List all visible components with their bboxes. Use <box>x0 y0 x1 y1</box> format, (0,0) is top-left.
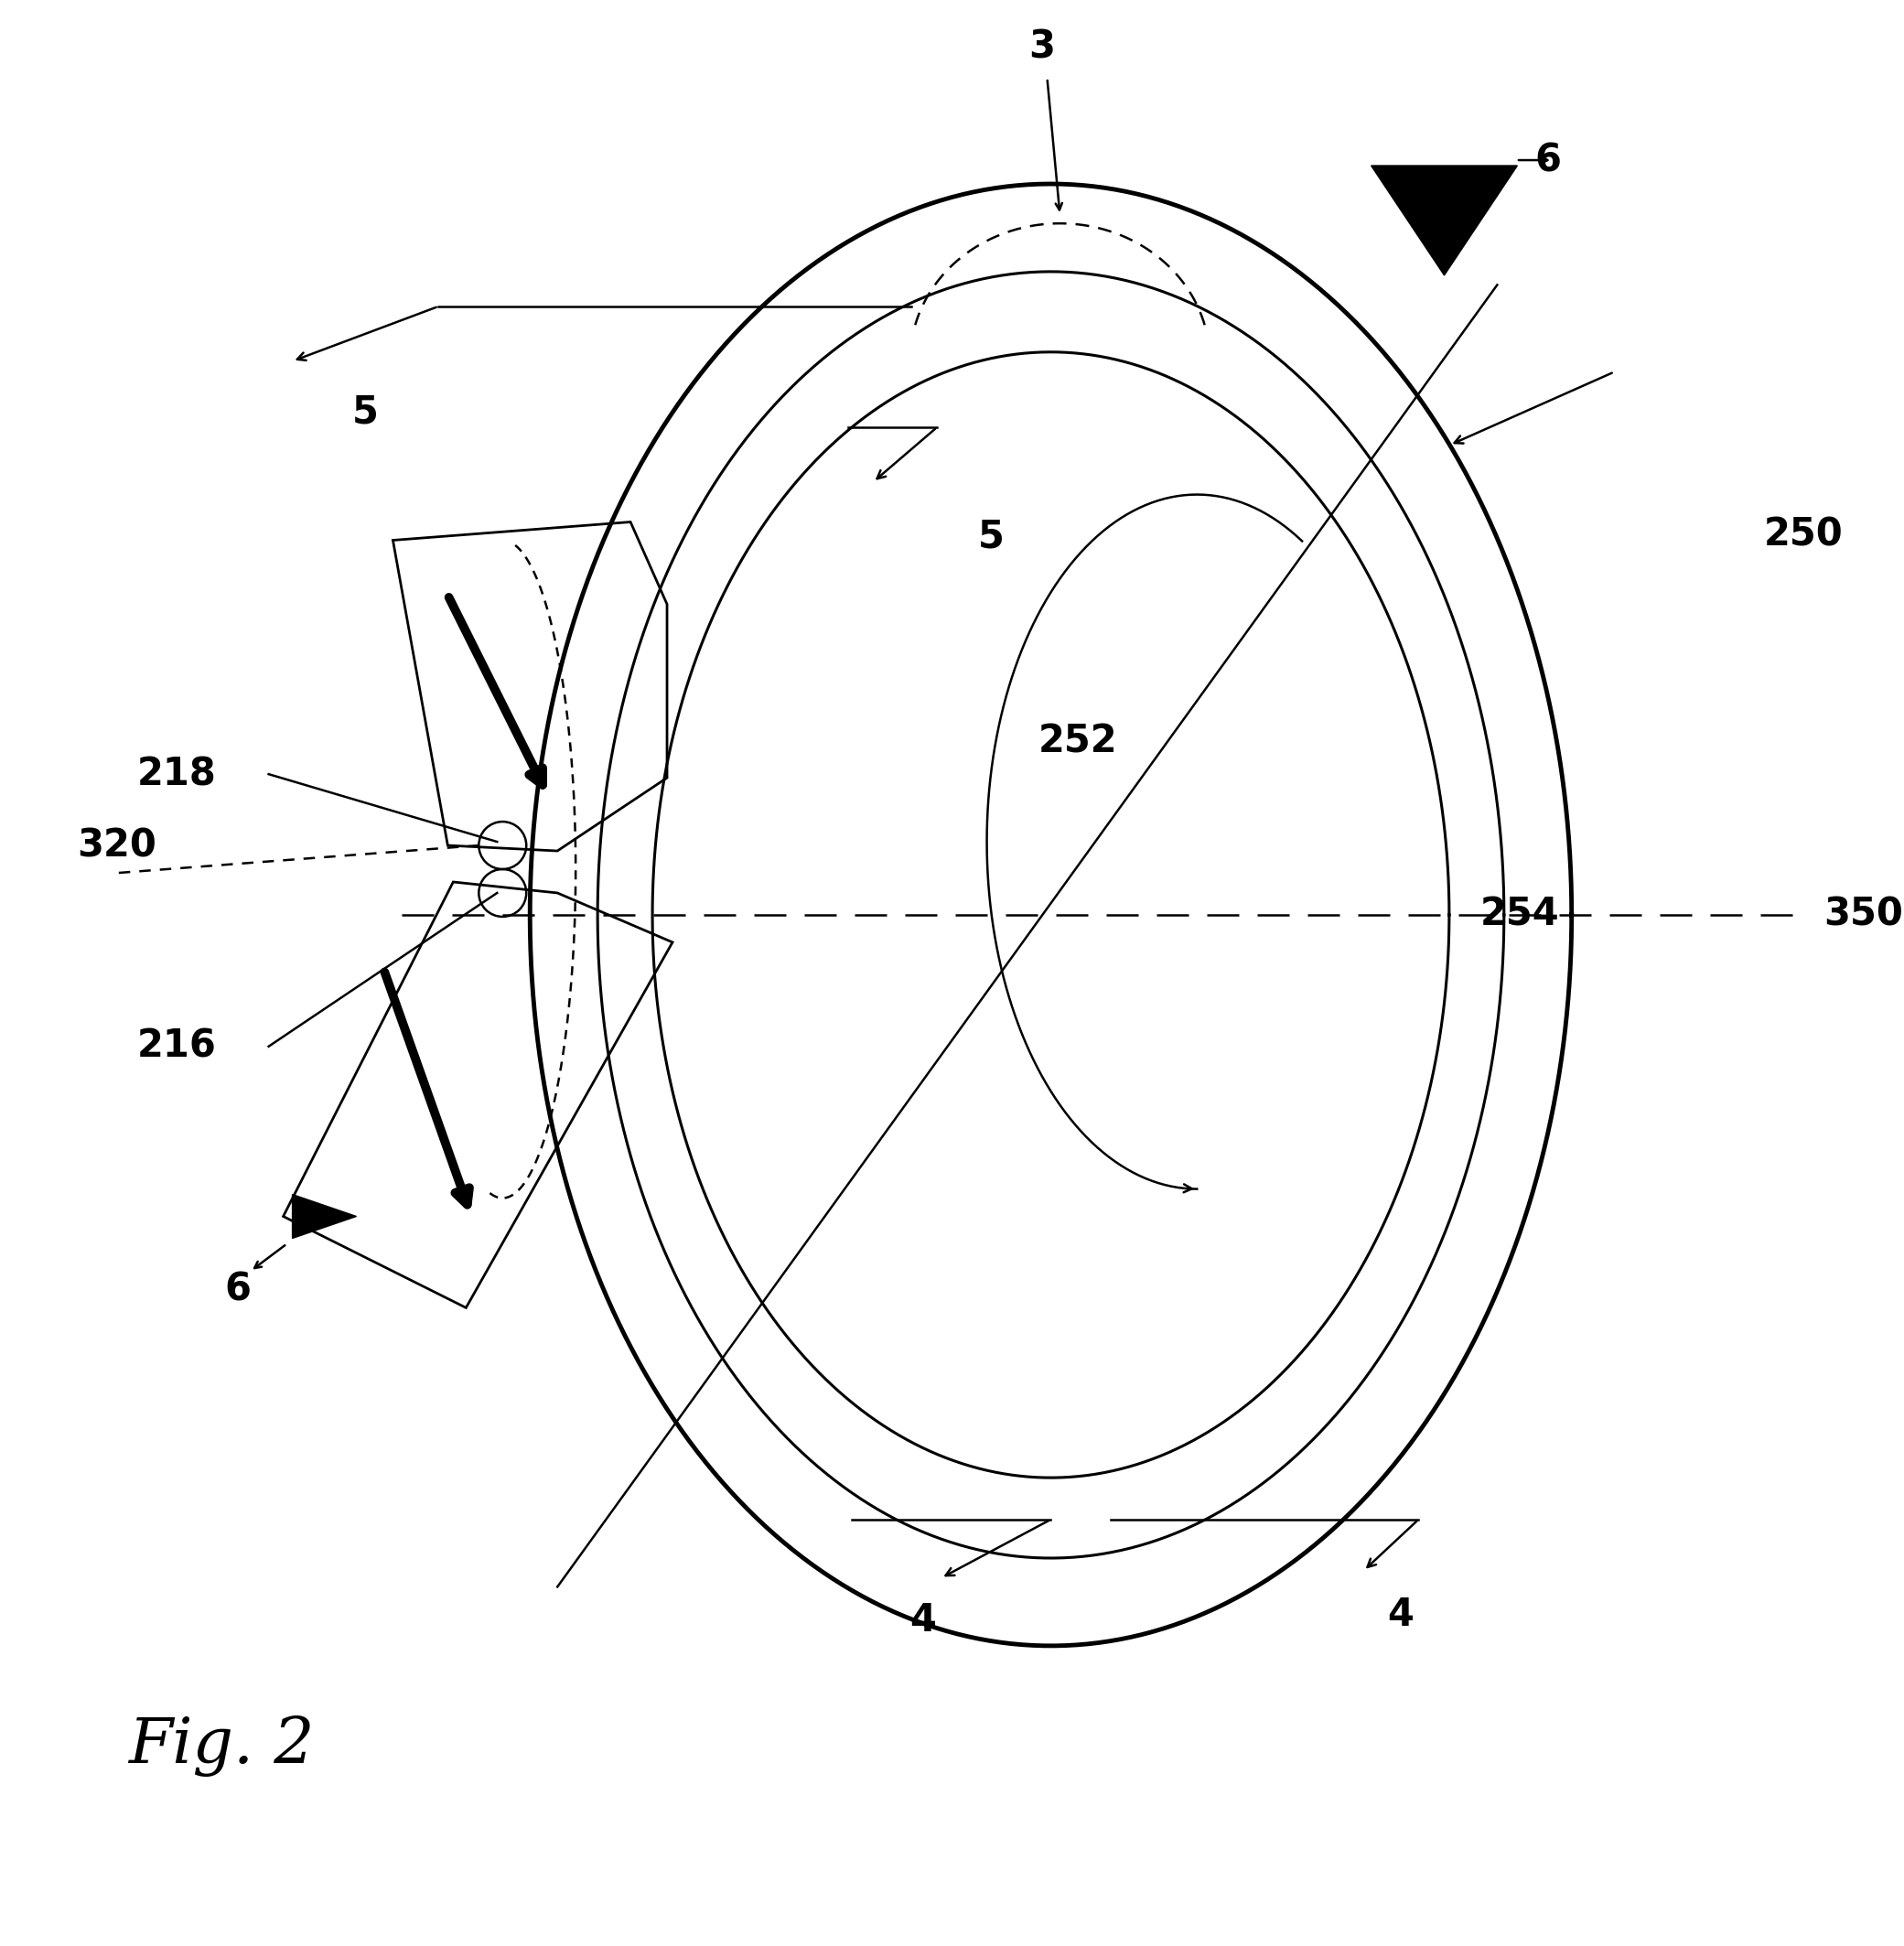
Text: 254: 254 <box>1479 895 1559 934</box>
Text: 218: 218 <box>137 755 217 794</box>
Text: Fig. 2: Fig. 2 <box>128 1716 314 1777</box>
Text: 250: 250 <box>1763 516 1843 555</box>
Text: 320: 320 <box>76 827 156 864</box>
Text: 5: 5 <box>979 518 1003 557</box>
Polygon shape <box>293 1195 356 1238</box>
Text: 252: 252 <box>1038 722 1118 761</box>
Text: 4: 4 <box>1386 1596 1413 1635</box>
Text: 350: 350 <box>1824 895 1904 934</box>
Text: 6: 6 <box>1535 140 1561 179</box>
Text: 3: 3 <box>1028 27 1055 66</box>
Text: 216: 216 <box>137 1027 217 1066</box>
Text: 6: 6 <box>225 1271 251 1308</box>
Polygon shape <box>1371 165 1517 274</box>
Text: 5: 5 <box>352 393 379 432</box>
Text: 4: 4 <box>910 1602 937 1639</box>
